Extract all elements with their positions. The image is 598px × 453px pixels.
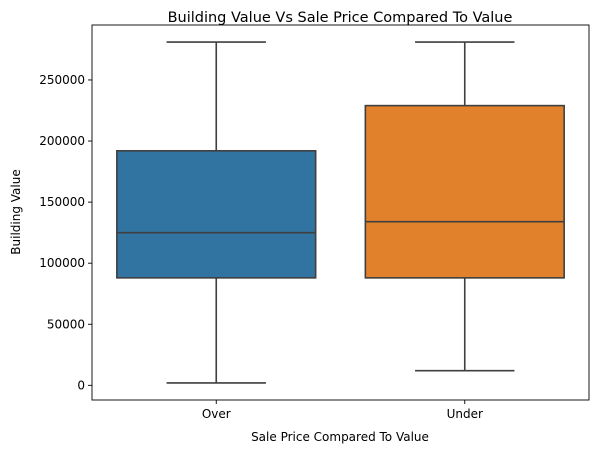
y-tick-label: 250000 bbox=[39, 73, 85, 87]
y-tick-label: 50000 bbox=[47, 317, 85, 331]
box bbox=[364, 104, 565, 279]
x-tick-label: Under bbox=[447, 407, 483, 421]
plot-area bbox=[116, 41, 565, 384]
y-tick-label: 200000 bbox=[39, 134, 85, 148]
y-tick-label: 0 bbox=[77, 378, 85, 392]
x-axis-label: Sale Price Compared To Value bbox=[251, 430, 429, 444]
chart-title: Building Value Vs Sale Price Compared To… bbox=[168, 10, 513, 26]
y-tick-label: 100000 bbox=[39, 256, 85, 270]
y-tick-label: 150000 bbox=[39, 195, 85, 209]
box bbox=[116, 150, 317, 279]
y-axis-label: Building Value bbox=[9, 169, 23, 254]
x-tick-label: Over bbox=[202, 407, 231, 421]
y-axis: 0 50000 100000 150000 200000 250000 bbox=[39, 73, 92, 392]
box-group-over bbox=[116, 41, 317, 384]
x-axis: Over Under bbox=[202, 400, 483, 421]
box-group-under bbox=[364, 41, 565, 372]
plot-frame bbox=[91, 24, 590, 401]
